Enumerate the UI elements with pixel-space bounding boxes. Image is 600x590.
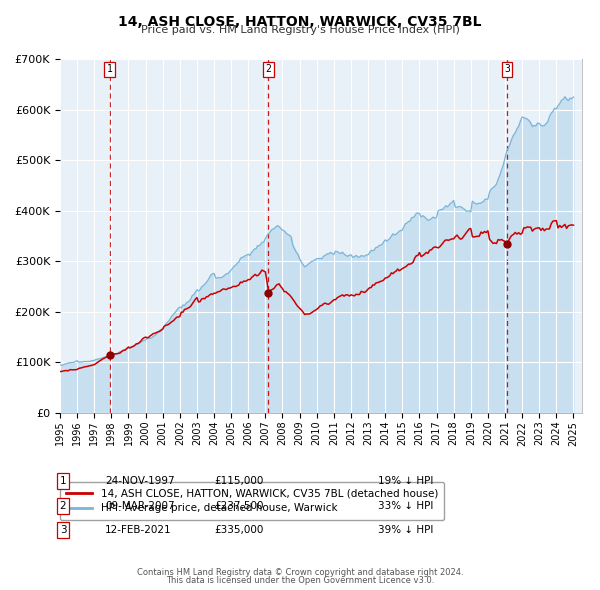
- Text: 2: 2: [59, 501, 67, 510]
- Text: 14, ASH CLOSE, HATTON, WARWICK, CV35 7BL: 14, ASH CLOSE, HATTON, WARWICK, CV35 7BL: [118, 15, 482, 29]
- Text: 12-FEB-2021: 12-FEB-2021: [105, 526, 172, 535]
- Text: £237,500: £237,500: [215, 501, 264, 510]
- Text: Price paid vs. HM Land Registry's House Price Index (HPI): Price paid vs. HM Land Registry's House …: [140, 25, 460, 35]
- Text: 19% ↓ HPI: 19% ↓ HPI: [378, 476, 433, 486]
- Text: 3: 3: [59, 526, 67, 535]
- Text: £335,000: £335,000: [215, 526, 264, 535]
- Text: 39% ↓ HPI: 39% ↓ HPI: [378, 526, 433, 535]
- Text: Contains HM Land Registry data © Crown copyright and database right 2024.: Contains HM Land Registry data © Crown c…: [137, 568, 463, 577]
- Text: 2: 2: [266, 64, 271, 74]
- Text: 24-NOV-1997: 24-NOV-1997: [105, 476, 175, 486]
- Text: 3: 3: [504, 64, 510, 74]
- Text: 1: 1: [107, 64, 113, 74]
- Text: This data is licensed under the Open Government Licence v3.0.: This data is licensed under the Open Gov…: [166, 576, 434, 585]
- Text: 1: 1: [59, 476, 67, 486]
- Text: 33% ↓ HPI: 33% ↓ HPI: [378, 501, 433, 510]
- Text: £115,000: £115,000: [215, 476, 264, 486]
- Legend: 14, ASH CLOSE, HATTON, WARWICK, CV35 7BL (detached house), HPI: Average price, d: 14, ASH CLOSE, HATTON, WARWICK, CV35 7BL…: [60, 482, 444, 520]
- Text: 09-MAR-2007: 09-MAR-2007: [105, 501, 175, 510]
